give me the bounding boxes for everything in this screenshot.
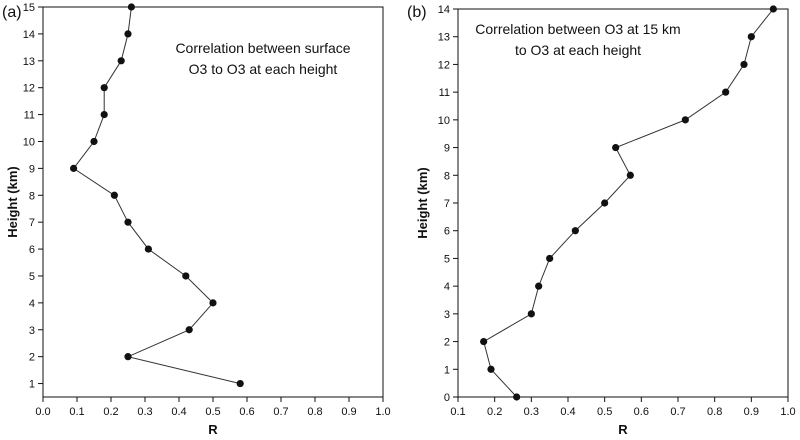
y-tick-label: 7 bbox=[29, 217, 35, 229]
chart-panel-1: 0.0 0.1 0.2 0.3 0.4 0.5 0.6 0.7 0.8 0.9 1.01234567… bbox=[2, 2, 391, 437]
y-tick-label: 11 bbox=[439, 87, 450, 99]
y-tick-label: 13 bbox=[23, 56, 35, 68]
x-tick-label: 0.0 bbox=[35, 406, 50, 418]
y-tick-label: 8 bbox=[444, 170, 450, 182]
y-tick-label: 5 bbox=[444, 253, 450, 265]
data-point bbox=[740, 60, 748, 69]
x-tick-label: 1.0 bbox=[780, 406, 795, 418]
panel-label: (b) bbox=[407, 4, 427, 21]
plot-frame bbox=[457, 8, 789, 398]
data-point bbox=[100, 84, 108, 92]
data-point bbox=[70, 164, 78, 172]
x-axis-title: R bbox=[618, 422, 628, 437]
x-tick-label: 0.2 bbox=[103, 406, 118, 418]
annotation-line-2: O3 to O3 at each height bbox=[189, 61, 338, 77]
data-point bbox=[90, 137, 98, 146]
y-tick-label: 11 bbox=[24, 110, 35, 122]
x-tick-label: 0.4 bbox=[171, 406, 186, 418]
data-point bbox=[535, 282, 543, 290]
x-tick-label: 0.7 bbox=[273, 406, 288, 418]
data-point bbox=[546, 254, 554, 263]
y-tick-label: 1 bbox=[444, 364, 450, 376]
y-axis-title: Height (km) bbox=[415, 167, 430, 239]
y-tick-label: 9 bbox=[444, 143, 450, 155]
data-point bbox=[747, 33, 755, 41]
x-tick-label: 0.9 bbox=[744, 406, 759, 418]
y-tick-label: 6 bbox=[29, 244, 35, 256]
x-axis-title: R bbox=[208, 422, 218, 437]
data-point bbox=[100, 110, 108, 119]
x-tick-label: 0.4 bbox=[560, 406, 575, 418]
chart-panel-2: 0.1 0.2 0.3 0.4 0.5 0.6 0.7 0.8 0.9 1.00123456789… bbox=[407, 4, 796, 437]
y-tick-label: 2 bbox=[29, 352, 35, 364]
y-tick-label: 13 bbox=[438, 32, 450, 44]
y-tick-label: 3 bbox=[444, 309, 450, 321]
data-point bbox=[612, 143, 620, 152]
x-tick-label: 0.2 bbox=[487, 406, 502, 418]
data-point bbox=[124, 353, 132, 361]
data-point bbox=[144, 245, 152, 253]
y-tick-label: 12 bbox=[438, 59, 450, 71]
y-tick-label: 14 bbox=[23, 29, 35, 41]
annotation-line-1: Correlation between O3 at 15 km bbox=[475, 21, 680, 37]
y-tick-label: 2 bbox=[444, 337, 450, 349]
data-point bbox=[513, 393, 521, 401]
x-tick-label: 0.6 bbox=[634, 406, 649, 418]
y-tick-label: 5 bbox=[29, 271, 35, 283]
y-tick-label: 1 bbox=[29, 379, 35, 391]
data-point bbox=[571, 227, 579, 235]
annotation-line-2: to O3 at each height bbox=[515, 42, 641, 58]
y-tick-label: 8 bbox=[29, 190, 35, 202]
x-tick-label: 0.7 bbox=[670, 406, 685, 418]
data-point bbox=[124, 30, 132, 38]
x-tick-label: 0.1 bbox=[69, 406, 84, 418]
y-tick-label: 10 bbox=[438, 115, 450, 127]
y-tick-label: 7 bbox=[444, 198, 450, 210]
y-tick-label: 9 bbox=[29, 163, 35, 175]
data-point bbox=[124, 218, 132, 226]
y-tick-label: 12 bbox=[23, 83, 35, 95]
series-line bbox=[483, 8, 774, 398]
y-tick-label: 4 bbox=[444, 281, 450, 293]
data-point bbox=[209, 299, 217, 307]
x-tick-label: 1.0 bbox=[375, 406, 390, 418]
data-point bbox=[182, 272, 190, 280]
x-tick-label: 0.3 bbox=[524, 406, 539, 418]
x-tick-label: 0.8 bbox=[307, 406, 322, 418]
y-tick-label: 15 bbox=[23, 2, 35, 14]
x-tick-label: 0.1 bbox=[450, 406, 465, 418]
data-point bbox=[236, 379, 244, 388]
data-point bbox=[769, 5, 777, 13]
data-point bbox=[480, 337, 488, 346]
data-point bbox=[601, 199, 609, 207]
data-point bbox=[185, 326, 193, 334]
y-tick-label: 0 bbox=[444, 392, 450, 404]
x-tick-label: 0.9 bbox=[341, 406, 356, 418]
panel-label: (a) bbox=[2, 4, 22, 21]
x-tick-label: 0.5 bbox=[205, 406, 220, 418]
x-tick-label: 0.5 bbox=[597, 406, 612, 418]
y-tick-label: 14 bbox=[438, 4, 450, 16]
data-point bbox=[127, 3, 135, 11]
data-point bbox=[117, 57, 125, 65]
y-tick-label: 6 bbox=[444, 226, 450, 238]
y-axis-title: Height (km) bbox=[5, 166, 20, 238]
data-point bbox=[722, 88, 730, 96]
x-tick-label: 0.3 bbox=[137, 406, 152, 418]
data-point bbox=[110, 191, 118, 199]
data-point bbox=[527, 310, 535, 318]
y-tick-label: 4 bbox=[29, 298, 35, 310]
data-point bbox=[626, 171, 634, 179]
x-tick-label: 0.6 bbox=[239, 406, 254, 418]
y-tick-label: 3 bbox=[29, 325, 35, 337]
y-tick-label: 10 bbox=[23, 136, 35, 148]
x-tick-label: 0.8 bbox=[707, 406, 722, 418]
data-point bbox=[487, 365, 495, 373]
data-point bbox=[681, 116, 689, 124]
annotation-line-1: Correlation between surface bbox=[175, 40, 350, 56]
